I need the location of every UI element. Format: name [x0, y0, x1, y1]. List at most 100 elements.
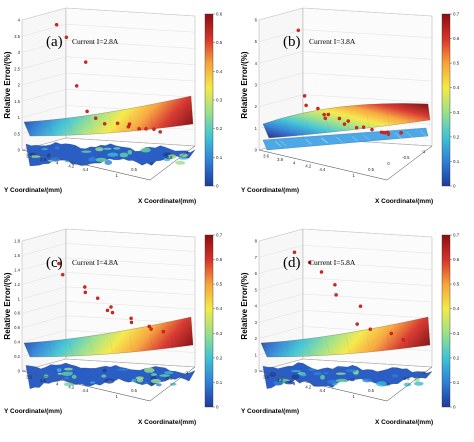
- y-tick-label: 3.6: [263, 154, 269, 159]
- colorbar-tick-label: 0.2: [216, 355, 223, 360]
- base-flat-stripe: [305, 139, 313, 145]
- z-tick-label: 3: [255, 320, 258, 325]
- x-tick-label: 0.5: [131, 388, 137, 393]
- x-tick-label: -0.5: [165, 155, 173, 160]
- colorbar-tick-label: 0.4: [453, 306, 460, 311]
- base-noise-blob: [103, 147, 112, 150]
- scatter-point: [346, 119, 350, 123]
- base-noise-blob: [284, 381, 295, 385]
- scatter-point: [322, 112, 326, 117]
- x-tick-label: -0.5: [402, 376, 410, 381]
- z-gridline: [302, 245, 433, 254]
- surface-mesh-line: [387, 113, 390, 130]
- z-tick-label: 0: [255, 369, 258, 374]
- z-gridline: [21, 286, 67, 299]
- scatter-point: [129, 316, 133, 321]
- z-gridline: [258, 261, 304, 274]
- scatter-point: [149, 327, 153, 331]
- base-flat-stripe: [280, 140, 287, 147]
- colorbar-tick-label: 0.3: [216, 98, 223, 103]
- z-tick-label: 3.5: [14, 34, 20, 39]
- base-noise-blob: [81, 150, 92, 153]
- base-noise-blob: [291, 374, 300, 380]
- scatter-point: [302, 94, 307, 98]
- scatter-point: [386, 132, 391, 136]
- y-axis-edge: [21, 149, 151, 181]
- base-noise-blob: [414, 381, 424, 386]
- scatter-point: [379, 130, 384, 134]
- base-noise-blob: [144, 367, 155, 373]
- panel-label: (b): [283, 34, 301, 50]
- z-gridline: [302, 293, 433, 303]
- z-gridline: [65, 7, 196, 17]
- error-surface: [260, 316, 431, 358]
- base-noise-blob: [95, 147, 104, 152]
- colorbar-tick-label: 0.5: [453, 282, 460, 287]
- scatter-point: [358, 304, 363, 308]
- scatter-point: [152, 127, 156, 132]
- base-noise-blob: [179, 153, 188, 158]
- z-axis-title: Relative Error/(%): [3, 51, 12, 118]
- panel-label: (c): [46, 255, 63, 271]
- surface-mesh-line: [129, 115, 133, 131]
- y-axis-title: Y Coordinate/(mm): [4, 408, 62, 415]
- x-axis-title: X Coordinate/(mm): [138, 198, 196, 205]
- colorbar-tick-label: 0.3: [216, 331, 223, 336]
- base-flat-stripe: [322, 137, 329, 144]
- y-tick-label: 3.8: [40, 157, 46, 162]
- z-gridline: [302, 228, 433, 238]
- surface-mesh-line: [264, 123, 270, 136]
- z-tick-label: 0.4: [14, 340, 20, 345]
- x-tick-label: 0.5: [368, 167, 374, 172]
- colorbar-tick-label: 0.2: [453, 355, 460, 360]
- z-gridline: [21, 89, 67, 102]
- base-noise-blob: [150, 373, 157, 376]
- scatter-point: [296, 28, 301, 33]
- z-tick-label: 0.8: [14, 311, 20, 316]
- scatter-point: [54, 22, 59, 27]
- base-flat-stripe: [394, 132, 402, 139]
- scatter-point: [57, 261, 61, 266]
- z-tick-label: 1: [18, 296, 21, 301]
- z-gridline: [258, 277, 304, 290]
- chart-panel-d: 0 1 2 3 4 5 6 7 8 Relative Error/(%) 3.6 3.8 4 4.2 4.4…: [240, 228, 460, 426]
- surface-mesh-line: [366, 336, 370, 352]
- colorbar-tick-label: 0.7: [216, 233, 223, 238]
- colorbar-tick-label: 0: [453, 184, 456, 189]
- y-axis-edge: [258, 149, 388, 181]
- z-gridline: [258, 293, 304, 307]
- base-noise-blob: [307, 368, 316, 372]
- colorbar-tick-label: 0.6: [216, 12, 223, 17]
- scatter-point: [74, 84, 79, 88]
- scatter-point: [319, 270, 324, 274]
- scatter-point: [355, 322, 359, 326]
- surface-mesh-line: [325, 339, 330, 354]
- scatter-point: [389, 331, 394, 336]
- surface-mesh-line: [27, 123, 33, 136]
- surface-mesh-line: [48, 343, 53, 356]
- z-tick-label: 1: [255, 352, 258, 357]
- base-noise-blob: [175, 160, 186, 165]
- current-annotation: Current I=2.8A: [72, 37, 119, 46]
- x-axis-edge: [149, 145, 196, 181]
- y-axis-title: Y Coordinate/(mm): [4, 187, 62, 194]
- colorbar-tick-label: 0.2: [216, 126, 223, 131]
- surface-mesh-line: [366, 115, 370, 131]
- y-tick-label: 4.2: [305, 164, 311, 169]
- base-noise-blob: [127, 149, 133, 155]
- surface-mesh-line: [285, 343, 290, 356]
- z-gridline: [302, 7, 433, 17]
- base-noise-blob: [87, 158, 96, 162]
- z-gridline: [65, 72, 196, 82]
- x-tick-label: 0: [150, 161, 153, 166]
- base-noise-blob: [64, 376, 70, 380]
- scatter-point: [83, 285, 87, 289]
- base-noise-blob: [320, 374, 325, 380]
- surface-mesh-line: [285, 122, 290, 135]
- z-tick-label: 1.2: [14, 282, 20, 287]
- base-flat-stripe: [351, 135, 358, 142]
- colorbar: [204, 13, 214, 187]
- scatter-point: [158, 130, 162, 134]
- z-gridline: [258, 326, 304, 339]
